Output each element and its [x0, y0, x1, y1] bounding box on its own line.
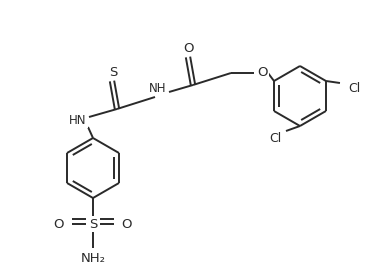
Text: O: O: [184, 42, 194, 54]
Text: Cl: Cl: [269, 131, 281, 145]
Text: Cl: Cl: [348, 83, 360, 95]
Text: O: O: [258, 66, 268, 80]
Text: S: S: [89, 218, 97, 230]
Text: HN: HN: [69, 114, 87, 128]
Text: O: O: [54, 218, 64, 230]
Text: NH₂: NH₂: [81, 252, 105, 266]
Text: O: O: [122, 218, 132, 230]
Text: NH: NH: [149, 81, 167, 95]
Text: S: S: [109, 66, 117, 78]
